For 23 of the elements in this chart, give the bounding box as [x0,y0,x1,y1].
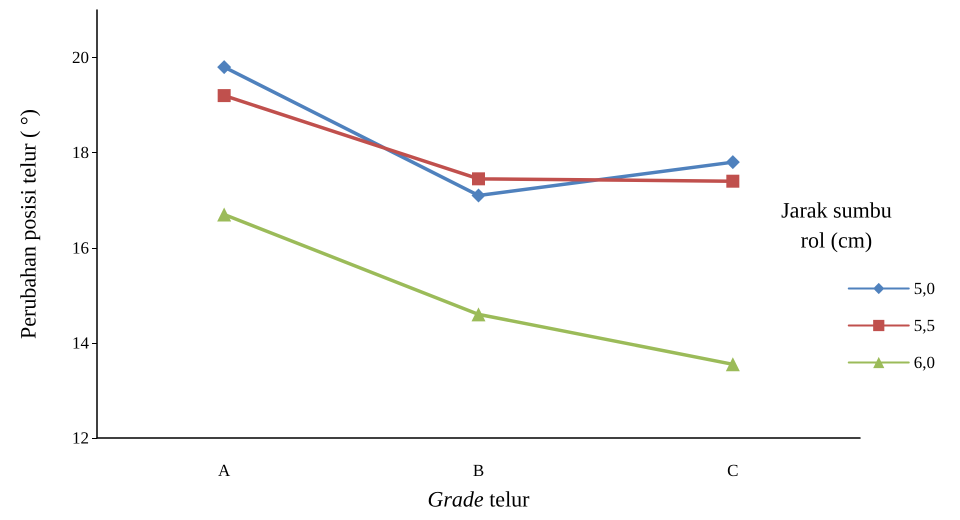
point [472,188,486,202]
x-tick-label: B [472,461,484,480]
y-tick-label: 20 [72,48,89,68]
y-axis-title: Perubahan posisi telur ( °) [16,109,40,339]
y-tick-label: 14 [72,333,90,352]
point [726,357,740,372]
y-tick-label: 16 [72,238,89,258]
legend-label: 5,0 [914,279,935,298]
legend-label: 6,0 [914,353,935,372]
point [726,155,740,170]
y-tick-label: 18 [72,143,89,162]
point [217,207,232,222]
legend-title: Jarak sumbu rol (cm) [781,198,892,252]
x-tick-label: A [218,461,232,480]
y-tick-label: 12 [72,428,89,448]
point [726,174,740,188]
x-tick-label: C [727,461,739,480]
point [218,89,231,102]
legend-label: 5,5 [914,316,935,335]
point [472,307,486,322]
point [472,172,485,186]
x-axis-title: Grade telur [427,486,530,512]
point [217,60,232,74]
